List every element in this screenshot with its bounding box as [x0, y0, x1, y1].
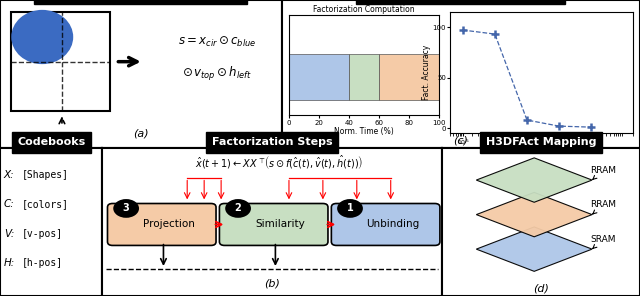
Title: Factorization Steps: Factorization Steps — [212, 137, 332, 147]
Circle shape — [337, 199, 363, 218]
Text: 3: 3 — [123, 203, 129, 213]
Polygon shape — [476, 192, 592, 237]
Text: RRAM: RRAM — [590, 166, 616, 179]
FancyBboxPatch shape — [220, 204, 328, 245]
Text: (d): (d) — [533, 284, 548, 294]
Text: $\hat{x}(t+1) \leftarrow XX^\top\!\left(s \odot f(\hat{c}(t), \hat{v}(t), \hat{h: $\hat{x}(t+1) \leftarrow XX^\top\!\left(… — [195, 154, 363, 172]
Text: Unbinding: Unbinding — [366, 219, 419, 229]
Text: SRAM: SRAM — [590, 235, 616, 249]
Text: [h-pos]: [h-pos] — [22, 258, 63, 268]
Text: $s = x_{cir} \odot c_{blue}$: $s = x_{cir} \odot c_{blue}$ — [178, 35, 256, 49]
Bar — [12, 12, 110, 111]
Text: (b): (b) — [264, 279, 280, 289]
Circle shape — [113, 199, 139, 218]
Circle shape — [12, 10, 73, 64]
Text: 2: 2 — [235, 203, 241, 213]
Circle shape — [225, 199, 251, 218]
Title: Codebooks: Codebooks — [17, 137, 85, 147]
Text: H:: H: — [4, 258, 15, 268]
Text: [colors]: [colors] — [22, 199, 68, 209]
Title: H3DFAct Mapping: H3DFAct Mapping — [486, 137, 596, 147]
Text: 1: 1 — [347, 203, 353, 213]
Text: $\odot\, v_{top} \odot h_{left}$: $\odot\, v_{top} \odot h_{left}$ — [182, 65, 252, 83]
Text: (c): (c) — [453, 136, 468, 146]
Polygon shape — [476, 227, 592, 271]
Text: C:: C: — [4, 199, 15, 209]
FancyBboxPatch shape — [332, 204, 440, 245]
Text: Projection: Projection — [143, 219, 195, 229]
Polygon shape — [476, 158, 592, 202]
Text: RRAM: RRAM — [590, 200, 616, 214]
Text: X:: X: — [4, 170, 15, 180]
FancyBboxPatch shape — [108, 204, 216, 245]
Text: Similarity: Similarity — [255, 219, 305, 229]
Text: [Shapes]: [Shapes] — [22, 170, 68, 180]
Text: [v-pos]: [v-pos] — [22, 229, 63, 239]
Text: (a): (a) — [133, 128, 148, 138]
Text: V:: V: — [4, 229, 14, 239]
